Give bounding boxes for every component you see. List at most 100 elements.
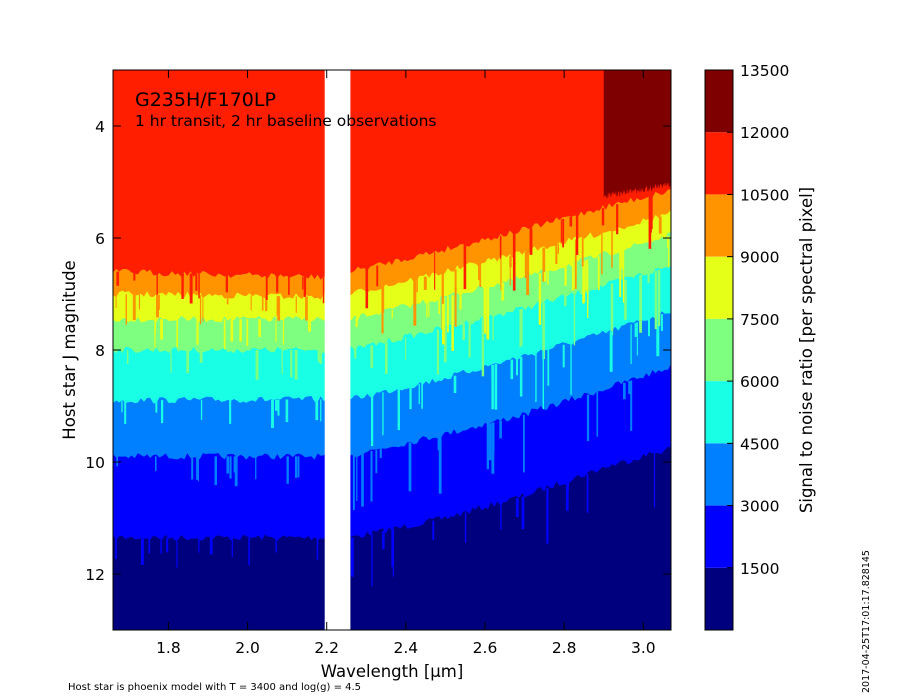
snr-spike xyxy=(361,452,364,507)
snr-spike xyxy=(523,414,525,473)
snr-spike xyxy=(660,314,663,331)
colorbar-tick-label: 12000 xyxy=(740,124,789,142)
snr-spike xyxy=(176,537,178,568)
snr-spike xyxy=(582,260,586,302)
snr-spike xyxy=(290,350,293,378)
snr-spike xyxy=(391,309,393,319)
chart-title: G235H/F170LP xyxy=(135,89,276,111)
x-tick-label: 3.0 xyxy=(631,639,656,657)
snr-spike xyxy=(570,342,572,395)
snr-spike xyxy=(391,529,394,567)
snr-spike xyxy=(200,399,203,420)
snr-spike xyxy=(601,233,603,275)
snr-spike xyxy=(515,498,519,517)
snr-spike xyxy=(305,296,308,321)
y-tick-label: 4 xyxy=(95,118,105,136)
snr-spike xyxy=(303,276,307,297)
snr-spike xyxy=(557,243,559,254)
snr-spike xyxy=(375,449,378,474)
snr-spike xyxy=(510,359,514,380)
snr-spike xyxy=(636,322,638,356)
chart-subtitle: 1 hr transit, 2 hr baseline observations xyxy=(135,112,437,130)
colorbar-tick-label: 7500 xyxy=(740,311,779,329)
snr-spike xyxy=(124,400,127,424)
snr-spike xyxy=(630,380,633,431)
snr-spike xyxy=(555,244,558,265)
snr-spike xyxy=(255,350,259,380)
snr-spike xyxy=(516,358,518,376)
snr-spike xyxy=(610,283,614,336)
snr-spike xyxy=(653,453,656,508)
snr-spike xyxy=(619,250,622,297)
snr-spike xyxy=(413,279,417,326)
snr-spike xyxy=(649,195,652,233)
snr-spike xyxy=(160,537,162,554)
colorbar-segment xyxy=(705,567,733,630)
snr-spike xyxy=(586,394,590,442)
snr-spike xyxy=(376,265,379,287)
snr-spike xyxy=(535,352,537,402)
snr-spike xyxy=(275,537,277,553)
plot-area xyxy=(113,70,671,630)
colorbar-tick-label: 4500 xyxy=(740,435,779,453)
snr-spike xyxy=(512,232,516,291)
snr-spike xyxy=(365,268,369,309)
snr-spike xyxy=(526,251,530,296)
y-axis: 4 6 8 10 12 xyxy=(85,118,671,584)
snr-spike xyxy=(547,270,549,285)
snr-spike xyxy=(392,528,394,577)
snr-spike xyxy=(620,250,623,269)
snr-spike xyxy=(381,286,385,313)
snr-spike xyxy=(542,247,546,282)
snr-spike xyxy=(569,216,573,227)
snr-spike xyxy=(265,296,268,312)
snr-spike xyxy=(542,350,544,410)
snr-spike xyxy=(581,237,584,267)
snr-spike xyxy=(647,272,650,284)
snr-spike xyxy=(434,251,436,290)
snr-spike xyxy=(315,399,319,421)
snr-spike xyxy=(571,263,575,291)
snr-spike xyxy=(294,350,298,380)
snr-spike xyxy=(463,244,467,290)
x-tick-label: 2.0 xyxy=(235,639,260,657)
snr-spike xyxy=(223,319,226,350)
snr-spike xyxy=(623,382,626,400)
snr-spike xyxy=(352,454,355,510)
snr-spike xyxy=(295,456,298,478)
snr-spike xyxy=(654,270,658,330)
snr-spike xyxy=(486,286,490,340)
colorbar-label: Signal to noise ratio [per spectral pixe… xyxy=(797,187,816,513)
snr-spike xyxy=(209,537,213,555)
snr-spike xyxy=(565,481,569,511)
snr-spike xyxy=(202,295,204,322)
snr-spike xyxy=(229,456,232,479)
snr-spike xyxy=(121,400,123,413)
snr-spike xyxy=(657,269,661,327)
colorbar-segment xyxy=(705,381,733,444)
snr-spike xyxy=(656,315,660,357)
snr-spike xyxy=(426,301,428,318)
snr-spike xyxy=(634,322,638,337)
snr-spike xyxy=(520,308,523,346)
snr-spike xyxy=(233,456,236,473)
snr-spike xyxy=(628,381,631,395)
snr-spike xyxy=(275,319,277,343)
snr-spike xyxy=(542,303,545,360)
snr-band-7 xyxy=(113,70,671,280)
snr-spike xyxy=(271,399,274,428)
snr-band-8 xyxy=(603,70,671,199)
snr-spike xyxy=(138,294,141,310)
snr-spike xyxy=(491,365,493,380)
snr-spike xyxy=(624,279,627,320)
snr-spike xyxy=(562,344,565,368)
snr-spike xyxy=(479,263,482,287)
colorbar-segment xyxy=(705,318,733,382)
snr-spike xyxy=(275,399,278,411)
snr-spike xyxy=(148,537,151,554)
snr-spike xyxy=(258,319,261,337)
snr-spike xyxy=(408,442,412,492)
snr-spike xyxy=(405,337,407,360)
snr-spike xyxy=(492,316,494,341)
